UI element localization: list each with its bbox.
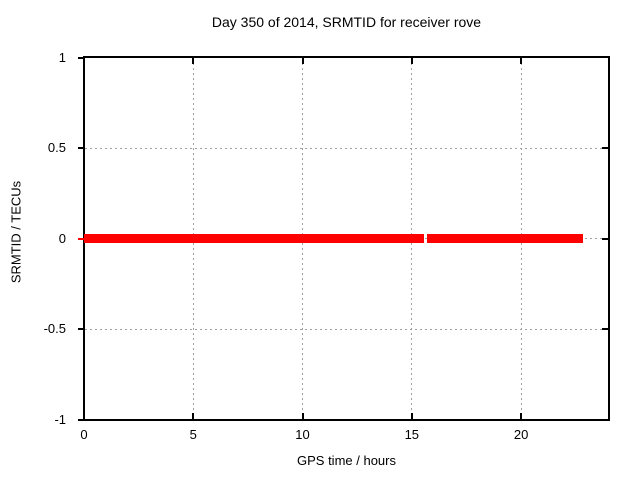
y-tick-right <box>602 147 608 149</box>
y-tick-left <box>78 328 84 330</box>
x-tick-top <box>410 58 413 64</box>
y-tick-right <box>602 237 608 240</box>
gridline-horizontal <box>85 328 608 330</box>
y-tick-left <box>78 418 84 421</box>
y-tick-left <box>78 56 84 59</box>
y-tick-left-zero <box>78 237 84 240</box>
y-tick-label: 0.5 <box>47 140 66 155</box>
y-tick-right <box>602 328 608 330</box>
plot-area <box>83 56 610 421</box>
x-tick-top <box>520 58 523 64</box>
chart-title: Day 350 of 2014, SRMTID for receiver rov… <box>211 14 482 30</box>
y-tick-label: 1 <box>58 49 66 65</box>
data-series-segment <box>84 234 424 243</box>
x-tick-top <box>301 58 304 64</box>
x-tick-bottom <box>301 413 304 419</box>
y-tick-left <box>78 147 84 149</box>
x-tick-label: 20 <box>513 427 529 442</box>
x-axis-label: GPS time / hours <box>297 453 396 468</box>
x-tick-bottom <box>192 413 195 419</box>
gridline-horizontal <box>85 147 608 149</box>
x-tick-label: 5 <box>189 427 197 442</box>
y-tick-label: -0.5 <box>43 321 66 336</box>
y-tick-label: -1 <box>54 411 66 427</box>
y-tick-label: 0 <box>58 230 66 246</box>
x-tick-label: 0 <box>80 427 88 442</box>
x-tick-top <box>192 58 195 64</box>
x-tick-bottom <box>520 413 523 419</box>
x-tick-bottom <box>410 413 413 419</box>
x-tick-label: 10 <box>295 427 310 442</box>
data-series-segment <box>427 234 584 243</box>
x-tick-label: 15 <box>404 427 420 442</box>
